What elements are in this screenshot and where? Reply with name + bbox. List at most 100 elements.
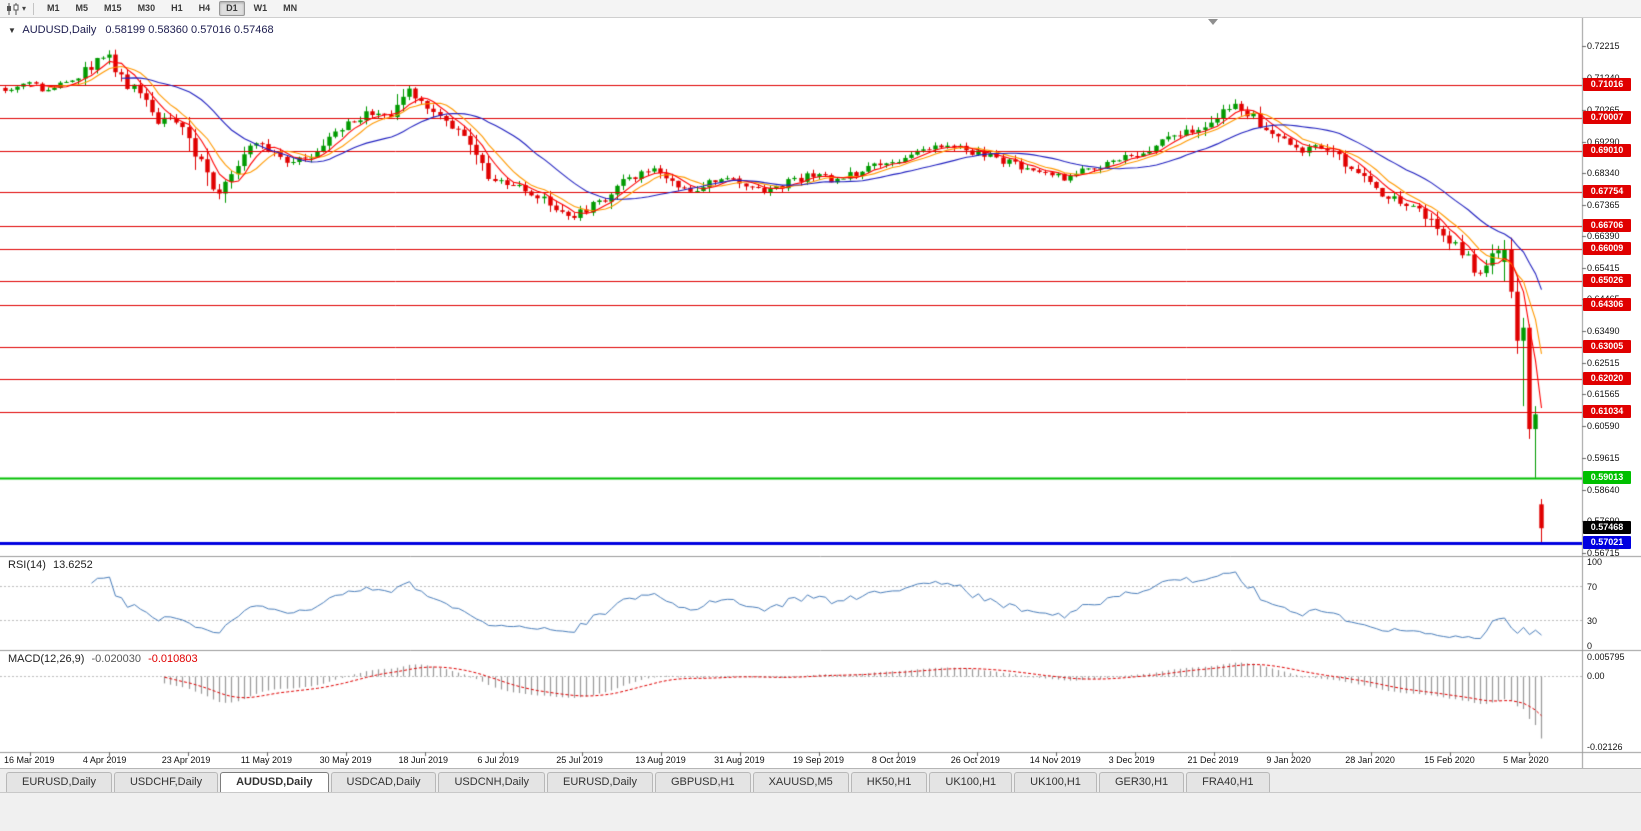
date-axis-label: 23 Apr 2019 <box>161 755 211 765</box>
price-level-badge: 0.71016 <box>1583 78 1631 92</box>
one-click-trading-toggle[interactable]: ▼ <box>8 26 16 35</box>
tab-uk100-h1[interactable]: UK100,H1 <box>1014 772 1097 792</box>
date-axis-label: 14 Nov 2019 <box>1029 755 1081 765</box>
price-level-badge: 0.57021 <box>1583 535 1631 549</box>
timeframe-toolbar: ▾ M1 M5 M15 M30 H1 H4 D1 W1 MN <box>0 0 1641 18</box>
rsi-axis-label: 100 <box>1587 557 1603 567</box>
macd-axis-label: -0.02126 <box>1587 742 1623 752</box>
chart-canvas[interactable] <box>0 18 1641 768</box>
candlestick-glyph <box>7 2 19 15</box>
chart-tabs-bar: EURUSD,Daily USDCHF,Daily AUDUSD,Daily USDC… <box>0 768 1641 792</box>
chart-hscroll-marker[interactable] <box>1208 19 1218 25</box>
tab-usdcnh-daily[interactable]: USDCNH,Daily <box>438 772 546 792</box>
timeframe-m5[interactable]: M5 <box>75 3 89 13</box>
price-axis-label: 0.60590 <box>1587 421 1620 432</box>
date-axis-label: 31 Aug 2019 <box>714 755 765 765</box>
macd-axis-label: 0.00 <box>1587 671 1605 682</box>
date-axis-label: 13 Aug 2019 <box>635 755 686 765</box>
price-level-badge: 0.66009 <box>1583 241 1631 255</box>
timeframe-h4[interactable]: H4 <box>198 3 211 13</box>
macd-axis-label: 0.005795 <box>1587 652 1625 662</box>
date-axis-label: 15 Feb 2020 <box>1424 755 1475 765</box>
tab-uk100-h1[interactable]: UK100,H1 <box>929 772 1013 792</box>
tab-usdcad-daily[interactable]: USDCAD,Daily <box>330 772 437 792</box>
timeframe-m30[interactable]: M30 <box>137 3 156 13</box>
price-level-badge: 0.66706 <box>1583 219 1631 233</box>
tab-hk50-h1[interactable]: HK50,H1 <box>850 772 928 792</box>
chart-ohlc-values: 0.58199 0.58360 0.57016 0.57468 <box>105 24 274 36</box>
date-axis-label: 18 Jun 2019 <box>398 755 449 765</box>
date-axis-label: 6 Jul 2019 <box>477 755 519 765</box>
date-axis-label: 21 Dec 2019 <box>1187 755 1239 765</box>
rsi-axis-label: 30 <box>1587 615 1598 626</box>
date-axis-label: 30 May 2019 <box>319 755 372 765</box>
price-axis-label: 0.59615 <box>1587 453 1620 463</box>
timeframe-w1[interactable]: W1 <box>253 3 268 13</box>
price-axis-label: 0.61565 <box>1587 389 1620 400</box>
price-axis-label: 0.56715 <box>1587 547 1620 558</box>
price-axis-label: 0.72215 <box>1587 40 1620 51</box>
timeframe-h1[interactable]: H1 <box>171 3 183 13</box>
price-level-badge: 0.62020 <box>1583 372 1631 386</box>
tab-ger30-h1[interactable]: GER30,H1 <box>1098 772 1185 792</box>
chart-symbol-label: AUDUSD,Daily <box>22 24 97 36</box>
tab-eurusd-daily[interactable]: EURUSD,Daily <box>547 772 653 792</box>
date-axis-label: 26 Oct 2019 <box>950 755 1000 765</box>
date-axis-label: 9 Jan 2020 <box>1266 755 1311 765</box>
date-axis-label: 16 Mar 2019 <box>4 755 55 765</box>
tab-fra40-h1[interactable]: FRA40,H1 <box>1186 772 1270 792</box>
price-level-badge: 0.69010 <box>1583 143 1631 157</box>
price-axis-label: 0.70265 <box>1587 104 1620 115</box>
price-level-badge: 0.63005 <box>1583 340 1631 354</box>
chart-type-dropdown-caret[interactable]: ▾ <box>22 4 27 13</box>
rsi-label: RSI(14) 13.6252 <box>8 559 93 571</box>
chart-window: ▼ AUDUSD,Daily 0.58199 0.58360 0.57016 0… <box>0 18 1641 768</box>
price-axis-label: 0.63490 <box>1587 326 1620 337</box>
tab-eurusd-daily[interactable]: EURUSD,Daily <box>6 772 112 792</box>
date-axis-label: 11 May 2019 <box>240 755 293 765</box>
rsi-name: RSI(14) <box>8 559 46 571</box>
price-level-badge: 0.59013 <box>1583 470 1631 484</box>
price-level-badge: 0.67754 <box>1583 184 1631 198</box>
timeframe-d1[interactable]: D1 <box>219 1 245 16</box>
date-axis-label: 28 Jan 2020 <box>1345 755 1395 765</box>
price-axis-label: 0.58640 <box>1587 484 1620 495</box>
date-axis-label: 25 Jul 2019 <box>556 755 603 765</box>
tab-gbpusd-h1[interactable]: GBPUSD,H1 <box>655 772 751 792</box>
price-axis-label: 0.65415 <box>1587 263 1620 274</box>
rsi-axis-label: 0 <box>1587 641 1593 651</box>
price-axis-label: 0.57690 <box>1587 516 1620 526</box>
status-bar <box>0 792 1641 831</box>
macd-main-value: -0.020030 <box>91 653 142 665</box>
price-axis-label: 0.68340 <box>1587 167 1620 178</box>
macd-signal-value: -0.010803 <box>148 653 198 665</box>
timeframe-m1[interactable]: M1 <box>47 3 60 13</box>
price-axis-label: 0.66390 <box>1587 231 1620 242</box>
tab-usdchf-daily[interactable]: USDCHF,Daily <box>113 772 219 792</box>
price-axis-label: 0.62515 <box>1587 358 1620 369</box>
macd-name: MACD(12,26,9) <box>8 653 85 665</box>
rsi-value: 13.6252 <box>52 559 93 571</box>
tab-audusd-daily[interactable]: AUDUSD,Daily <box>220 772 329 792</box>
date-axis-label: 4 Apr 2019 <box>82 755 127 765</box>
date-axis-label: 8 Oct 2019 <box>871 755 916 765</box>
date-axis-label: 3 Dec 2019 <box>1108 755 1155 765</box>
timeframe-mn[interactable]: MN <box>283 3 298 13</box>
date-axis-label: 5 Mar 2020 <box>1503 755 1549 765</box>
macd-label: MACD(12,26,9) -0.020030 -0.010803 <box>8 653 198 665</box>
tab-xauusd-m5[interactable]: XAUUSD,M5 <box>752 772 849 792</box>
toolbar-separator <box>33 2 35 15</box>
price-level-badge: 0.64306 <box>1583 297 1631 311</box>
timeframe-buttons: M1 M5 M15 M30 H1 H4 D1 W1 MN <box>39 1 305 16</box>
timeframe-m15[interactable]: M15 <box>104 3 122 13</box>
current-price-badge: 0.57468 <box>1583 521 1631 535</box>
chart-title: ▼ AUDUSD,Daily 0.58199 0.58360 0.57016 0… <box>8 24 274 36</box>
rsi-axis-label: 70 <box>1587 582 1598 593</box>
price-axis-label: 0.69290 <box>1587 136 1620 147</box>
price-level-badge: 0.61034 <box>1583 404 1631 418</box>
price-level-badge: 0.70007 <box>1583 111 1631 125</box>
price-level-badge: 0.65026 <box>1583 274 1631 288</box>
price-axis-label: 0.67365 <box>1587 199 1620 210</box>
chart-type-icon[interactable] <box>4 2 22 16</box>
